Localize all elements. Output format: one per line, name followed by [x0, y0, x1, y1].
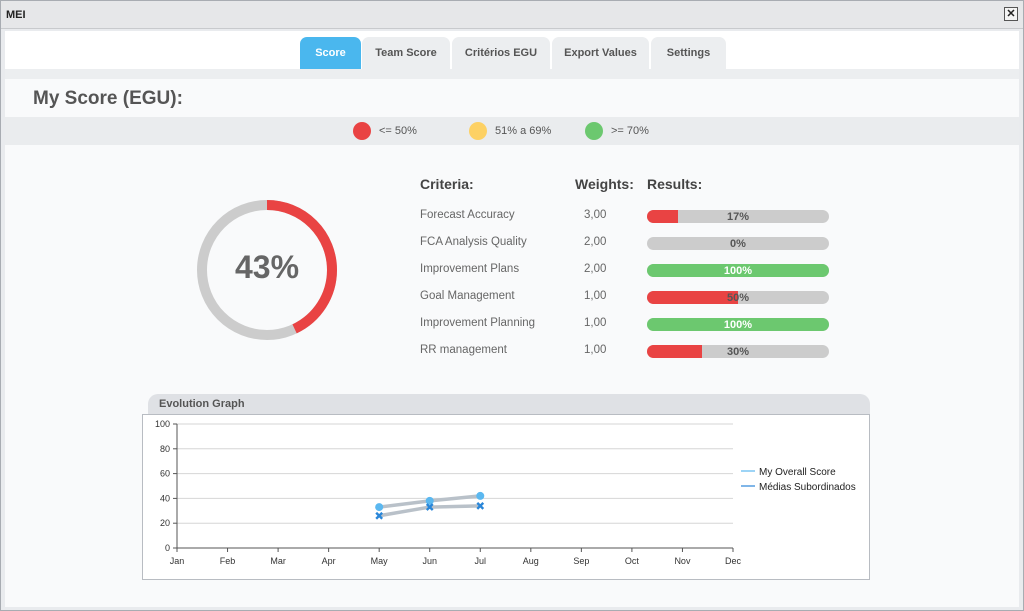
tab-criterios-egu[interactable]: Critérios EGU [452, 37, 550, 70]
data-point [425, 503, 434, 511]
evolution-chart: 0 20 40 60 80 100 Jan Feb Mar Apr May Jun Jul Aug Sep O… [155, 419, 856, 566]
donut-value-arc [197, 200, 337, 340]
x-tick-label: Jun [422, 556, 437, 566]
x-tick-label: Jul [475, 556, 487, 566]
x-tick-label: Aug [523, 556, 539, 566]
window-title: MEI [6, 9, 26, 21]
tab-export-values[interactable]: Export Values [552, 37, 649, 70]
data-point [425, 496, 434, 505]
criteria-label: RR management [420, 344, 507, 356]
tab-underline [5, 69, 1019, 79]
criteria-weight: 3,00 [584, 209, 607, 221]
tab-score[interactable]: Score [300, 37, 361, 70]
criteria-weight: 1,00 [584, 317, 607, 329]
result-bar-label: 0% [730, 238, 746, 250]
legend-label: My Overall Score [759, 467, 836, 478]
y-tick-label: 60 [160, 469, 170, 479]
tab-strip: Score Team Score Critérios EGU Export Va… [5, 31, 1019, 71]
data-point [375, 511, 384, 520]
result-bar-fill [647, 264, 829, 277]
y-tick-label: 80 [160, 444, 170, 454]
result-bar-label: 100% [723, 265, 753, 277]
criteria-weight: 2,00 [584, 236, 607, 248]
y-tick-label: 20 [160, 518, 170, 528]
yellow-dot-icon [469, 122, 487, 140]
result-bar: 100% [647, 318, 829, 331]
x-tick-label: Mar [270, 556, 286, 566]
criteria-label: Forecast Accuracy [420, 209, 515, 221]
y-tick-label: 100 [155, 419, 170, 429]
legend-label: Médias Subordinados [759, 482, 856, 493]
x-tick-label: Jan [170, 556, 185, 566]
result-bar: 50% [647, 291, 829, 304]
criteria-weight: 1,00 [584, 290, 607, 302]
results-header: Results: [647, 176, 703, 192]
criteria-weight: 1,00 [584, 344, 607, 356]
y-tick-label: 0 [165, 543, 170, 553]
color-legend: <= 50% 51% a 69% >= 70% [5, 117, 1019, 145]
x-tick-label: Apr [322, 556, 336, 566]
data-point [476, 501, 485, 510]
title-bar: MEI ✕ [1, 1, 1023, 29]
criteria-label: Goal Management [420, 290, 515, 302]
evolution-graph-title: Evolution Graph [159, 398, 245, 410]
legend-label-mid: 51% a 69% [495, 125, 552, 137]
weights-header: Weights: [575, 176, 634, 192]
data-point [375, 503, 384, 512]
data-point [476, 491, 485, 500]
overall-score-value: 43% [234, 249, 300, 285]
x-tick-label: Sep [573, 556, 589, 566]
overall-score-donut [197, 200, 337, 340]
result-bar-label: 50% [726, 292, 750, 304]
x-tick-label: May [371, 556, 389, 566]
result-bar: 0% [647, 237, 829, 250]
result-bar-label: 100% [723, 319, 753, 331]
result-bar-fill [647, 210, 678, 223]
x-tick-label: Oct [625, 556, 640, 566]
evolution-graph-header: Evolution Graph [148, 394, 870, 415]
page-title: My Score (EGU): [33, 88, 183, 109]
close-button[interactable]: ✕ [1004, 7, 1018, 21]
main-content: Score Team Score Critérios EGU Export Va… [5, 31, 1019, 607]
result-bar-fill [647, 291, 738, 304]
legend-label-low: <= 50% [379, 125, 417, 137]
criteria-header: Criteria: [420, 176, 474, 192]
criteria-label: FCA Analysis Quality [420, 236, 527, 248]
result-bar-label: 30% [726, 346, 750, 358]
result-bar-fill [647, 345, 702, 358]
result-bar: 30% [647, 345, 829, 358]
red-dot-icon [353, 122, 371, 140]
legend-label-high: >= 70% [611, 125, 649, 137]
tab-team-score[interactable]: Team Score [362, 37, 450, 70]
criteria-weight: 2,00 [584, 263, 607, 275]
tab-settings[interactable]: Settings [651, 37, 726, 70]
y-tick-label: 40 [160, 493, 170, 503]
criteria-label: Improvement Plans [420, 263, 520, 275]
criteria-label: Improvement Planning [420, 317, 536, 329]
result-bar-fill [647, 318, 829, 331]
evolution-graph-panel: 0 20 40 60 80 100 Jan Feb Mar Apr May Jun Jul Aug Sep O… [142, 414, 870, 580]
result-bar: 17% [647, 210, 829, 223]
green-dot-icon [585, 122, 603, 140]
x-tick-label: Dec [725, 556, 742, 566]
result-bar-label: 17% [726, 211, 750, 223]
x-tick-label: Feb [220, 556, 236, 566]
result-bar: 100% [647, 264, 829, 277]
x-tick-label: Nov [674, 556, 691, 566]
